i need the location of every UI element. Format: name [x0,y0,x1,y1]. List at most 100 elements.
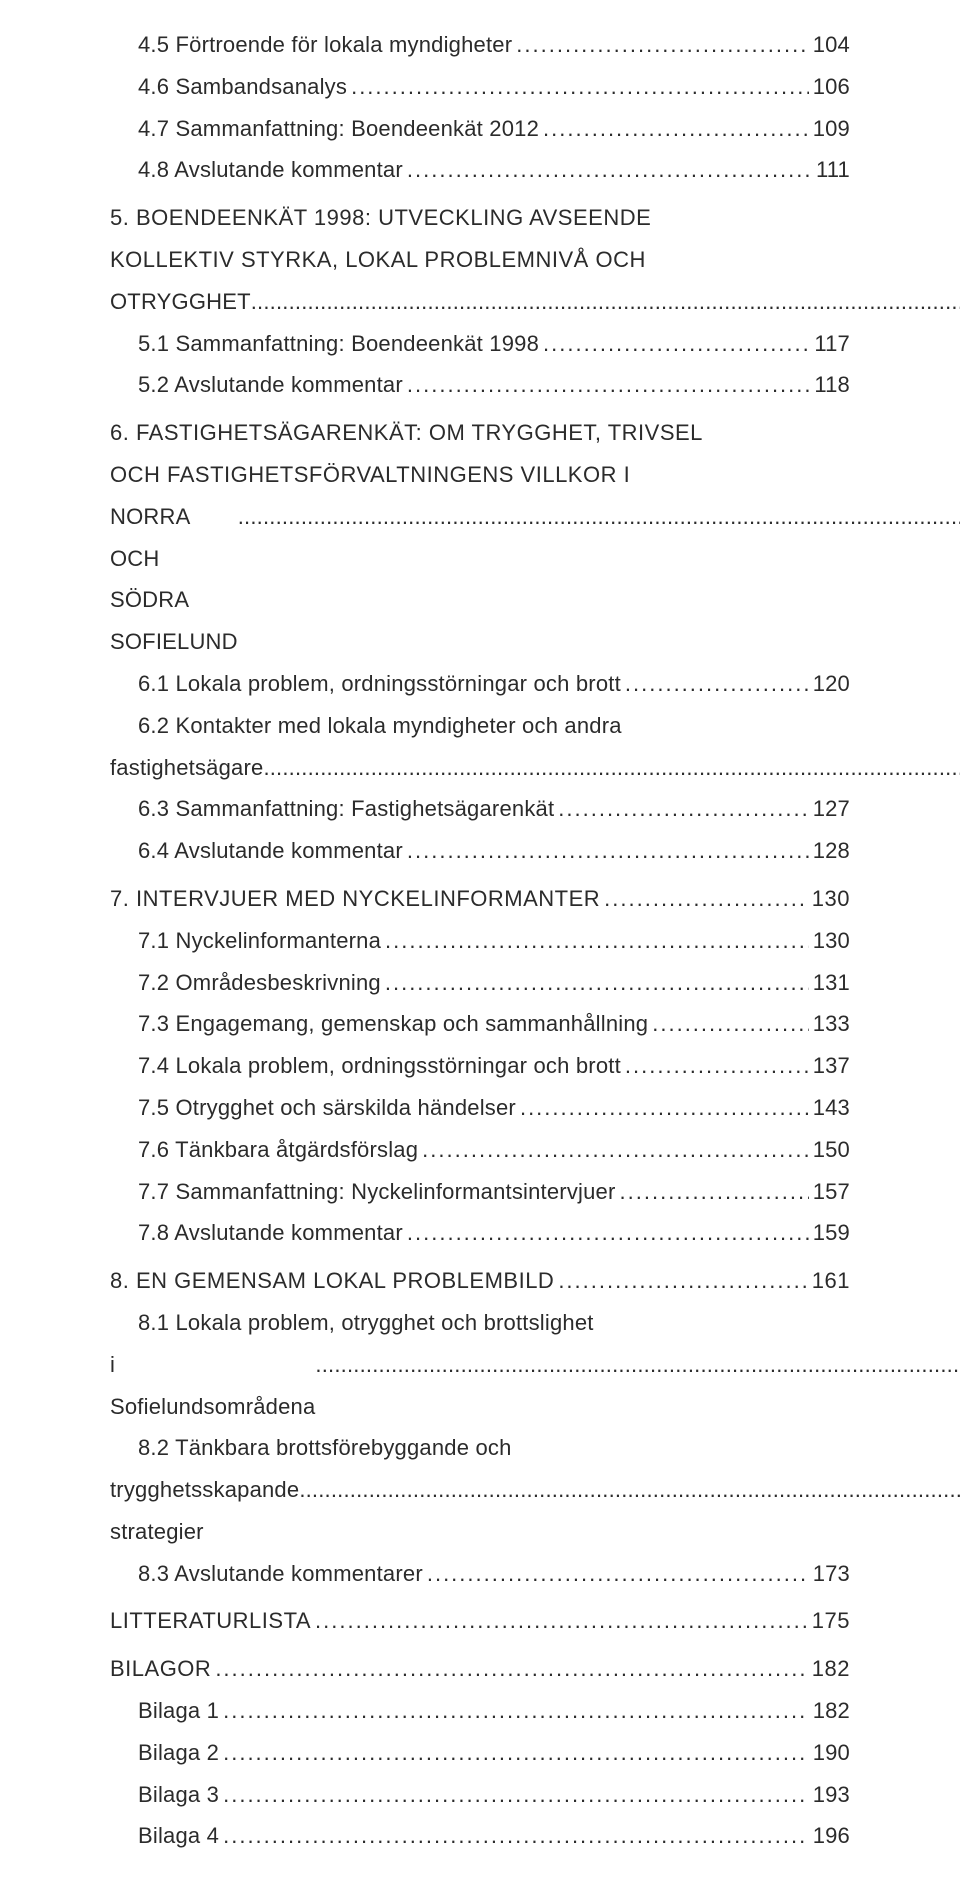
toc-label: 7.2 Områdesbeskrivning [138,962,381,1004]
toc-page-number: 182 [809,1690,850,1732]
dot-leaders: ........................................… [539,108,809,150]
toc-entry: 5.2 Avslutande kommentar ...............… [110,364,850,406]
toc-entry: Bilaga 1 ...............................… [110,1690,850,1732]
toc-page-number: 182 [808,1648,850,1690]
toc-entry: 4.8 Avslutande kommentar ...............… [110,149,850,191]
toc-section-heading: 8. EN GEMENSAM LOKAL PROBLEMBILD .......… [110,1260,850,1302]
dot-leaders: ........................................… [621,663,809,705]
toc-label: Bilaga 4 [138,1815,219,1857]
dot-leaders: ........................................… [554,1260,807,1302]
toc-label: LITTERATURLISTA [110,1600,311,1642]
dot-leaders: ........................................… [219,1690,809,1732]
toc-page-number: 127 [809,788,850,830]
dot-leaders: ........................................… [539,323,810,365]
toc-label: 7.5 Otrygghet och särskilda händelser [138,1087,516,1129]
toc-page-number: 131 [809,962,850,1004]
toc-entry: 6.1 Lokala problem, ordningsstörningar o… [110,663,850,705]
toc-label: Bilaga 2 [138,1732,219,1774]
toc-page-number: 157 [809,1171,850,1213]
toc-label: 7. INTERVJUER MED NYCKELINFORMANTER [110,878,600,920]
toc-section-heading: BILAGOR ................................… [110,1648,850,1690]
toc-page-number: 193 [809,1774,850,1816]
dot-leaders: ........................................… [238,496,960,538]
toc-section-heading: 6. FASTIGHETSÄGARENKÄT: OM TRYGGHET, TRI… [110,412,850,663]
toc-page-number: 120 [809,663,850,705]
dot-leaders: ........................................… [211,1648,807,1690]
toc-label: 8. EN GEMENSAM LOKAL PROBLEMBILD [110,1260,554,1302]
toc-entry: 7.7 Sammanfattning: Nyckelinformantsinte… [110,1171,850,1213]
dot-leaders: ........................................… [600,878,808,920]
toc-label: 7.6 Tänkbara åtgärdsförslag [138,1129,418,1171]
toc-entry: 7.1 Nyckelinformanterna ................… [110,920,850,962]
toc-entry-line: i Sofielundsområdena ...................… [110,1344,850,1428]
toc-label: 7.8 Avslutande kommentar [138,1212,403,1254]
dot-leaders: ........................................… [423,1553,809,1595]
toc-entry: 7.5 Otrygghet och särskilda händelser ..… [110,1087,850,1129]
toc-entry: 4.5 Förtroende för lokala myndigheter ..… [110,24,850,66]
dot-leaders: ........................................… [381,920,809,962]
toc-heading-line: OCH FASTIGHETSFÖRVALTNINGENS VILLKOR I [110,454,850,496]
toc-heading-line: OTRYGGHET ..............................… [110,281,850,323]
toc-section-heading: LITTERATURLISTA ........................… [110,1600,850,1642]
toc-entry: 6.4 Avslutande kommentar ...............… [110,830,850,872]
dot-leaders: ........................................… [418,1129,809,1171]
toc-label: 4.8 Avslutande kommentar [138,149,403,191]
toc-label: 4.6 Sambandsanalys [138,66,347,108]
toc-page-number: 196 [809,1815,850,1857]
dot-leaders: ........................................… [315,1344,960,1386]
toc-page-number: 137 [809,1045,850,1087]
toc-label: 5.1 Sammanfattning: Boendeenkät 1998 [138,323,539,365]
dot-leaders: ........................................… [403,1212,809,1254]
toc-page-number: 118 [810,364,850,406]
dot-leaders: ........................................… [648,1003,808,1045]
toc-entry: 8.3 Avslutande kommentarer .............… [110,1553,850,1595]
toc-entry: Bilaga 4 ...............................… [110,1815,850,1857]
dot-leaders: ........................................… [403,149,812,191]
toc-label: 4.5 Förtroende för lokala myndigheter [138,24,512,66]
toc-label: 8.2 Tänkbara brottsförebyggande och [110,1427,850,1469]
toc-label: 6.2 Kontakter med lokala myndigheter och… [110,705,850,747]
dot-leaders: ........................................… [381,962,809,1004]
dot-leaders: ........................................… [299,1469,960,1511]
dot-leaders: ........................................… [554,788,808,830]
toc-page-number: 104 [809,24,850,66]
toc-label: Bilaga 1 [138,1690,219,1732]
dot-leaders: ........................................… [516,1087,809,1129]
dot-leaders: ........................................… [403,364,810,406]
toc-label: 4.7 Sammanfattning: Boendeenkät 2012 [138,108,539,150]
toc-label: BILAGOR [110,1648,211,1690]
toc-label: 7.4 Lokala problem, ordningsstörningar o… [138,1045,621,1087]
toc-label: 6.1 Lokala problem, ordningsstörningar o… [138,663,621,705]
toc-label: 8.1 Lokala problem, otrygghet och brotts… [110,1302,850,1344]
toc-entry-line: trygghetsskapande strategier ...........… [110,1469,850,1553]
toc-page-number: 128 [809,830,850,872]
toc-entry-line: fastighetsägare ........................… [110,747,850,789]
toc-entry: 4.7 Sammanfattning: Boendeenkät 2012 ...… [110,108,850,150]
dot-leaders: ........................................… [219,1732,809,1774]
toc-page-number: 117 [810,323,850,365]
toc-entry: 7.6 Tänkbara åtgärdsförslag ............… [110,1129,850,1171]
toc-entry: 6.2 Kontakter med lokala myndigheter och… [110,705,850,789]
toc-heading-line: KOLLEKTIV STYRKA, LOKAL PROBLEMNIVÅ OCH [110,239,850,281]
toc-page-number: 161 [808,1260,850,1302]
toc-page-number: 175 [808,1600,850,1642]
dot-leaders: ........................................… [219,1774,809,1816]
dot-leaders: ........................................… [512,24,808,66]
toc-entry: 7.2 Områdesbeskrivning .................… [110,962,850,1004]
dot-leaders: ........................................… [347,66,809,108]
toc-page-number: 159 [809,1212,850,1254]
toc-page-number: 130 [809,920,850,962]
toc-entry: 8.2 Tänkbara brottsförebyggande och tryg… [110,1427,850,1552]
toc-entry: 7.4 Lokala problem, ordningsstörningar o… [110,1045,850,1087]
toc-heading-line: 6. FASTIGHETSÄGARENKÄT: OM TRYGGHET, TRI… [110,412,850,454]
toc-page-number: 150 [809,1129,850,1171]
toc-page-number: 109 [809,108,850,150]
dot-leaders: ........................................… [219,1815,809,1857]
toc-page-number: 130 [808,878,850,920]
toc-label: 5.2 Avslutande kommentar [138,364,403,406]
dot-leaders: ........................................… [251,281,960,323]
toc-label: 6.4 Avslutande kommentar [138,830,403,872]
toc-page-number: 111 [812,149,850,191]
toc-label: 6.3 Sammanfattning: Fastighetsägarenkät [138,788,554,830]
toc-section-heading: 7. INTERVJUER MED NYCKELINFORMANTER ....… [110,878,850,920]
